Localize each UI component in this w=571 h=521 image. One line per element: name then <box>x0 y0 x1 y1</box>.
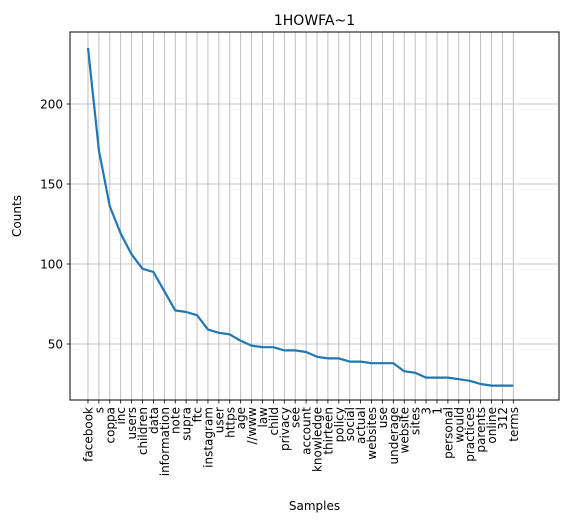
x-tick-label: users <box>125 407 139 439</box>
x-axis-ticks: facebookscoppaincuserschildrendatainform… <box>82 400 521 476</box>
y-tick-label: 150 <box>40 178 63 192</box>
x-tick-label: thirteen <box>321 407 335 455</box>
x-tick-label: websites <box>365 407 379 460</box>
x-tick-label: s <box>92 407 106 413</box>
x-tick-label: policy <box>332 407 346 442</box>
x-tick-label: social <box>343 407 357 441</box>
x-tick-label: facebook <box>82 407 96 462</box>
y-axis-label: Counts <box>10 195 24 237</box>
series-line <box>86 47 514 387</box>
x-tick-label: terms <box>507 407 521 442</box>
x-tick-label: privacy <box>278 407 292 451</box>
y-tick-label: 100 <box>40 258 63 272</box>
x-tick-label: personal <box>441 407 455 459</box>
x-tick-label: website <box>398 407 412 454</box>
chart-title: 1HOWFA~1 <box>274 13 355 29</box>
x-tick-label: knowledge <box>311 407 325 472</box>
x-tick-label: would <box>452 407 466 443</box>
x-tick-label: supra <box>180 407 194 441</box>
data-series <box>86 47 514 387</box>
y-gridlines <box>70 103 559 345</box>
x-tick-label: actual <box>354 407 368 444</box>
x-tick-label: //www <box>245 407 259 445</box>
y-tick-label: 200 <box>40 98 63 112</box>
x-tick-label: underage <box>387 407 401 465</box>
x-tick-label: 1 <box>430 407 444 415</box>
x-tick-label: data <box>147 407 161 434</box>
x-tick-label: child <box>267 407 281 436</box>
x-gridlines <box>87 32 514 400</box>
x-tick-label: https <box>223 407 237 438</box>
x-tick-label: inc <box>114 407 128 425</box>
x-tick-label: user <box>212 407 226 433</box>
x-tick-label: 3 <box>420 407 434 415</box>
plot-frame <box>69 31 560 401</box>
x-tick-label: law <box>256 407 270 428</box>
x-tick-label: ftc <box>191 407 205 422</box>
x-tick-label: sites <box>409 407 423 435</box>
x-tick-label: children <box>136 407 150 455</box>
x-tick-label: coppa <box>103 407 117 444</box>
x-tick-label: online <box>485 407 499 444</box>
x-tick-label: age <box>234 407 248 429</box>
x-tick-label: see <box>289 407 303 428</box>
x-tick-label: 312 <box>496 407 510 430</box>
x-tick-label: use <box>376 407 390 428</box>
x-tick-label: instagram <box>201 407 215 468</box>
y-axis-ticks: 50 100 150 200 <box>40 98 70 352</box>
x-tick-label: practices <box>463 407 477 462</box>
y-tick-label: 50 <box>48 338 63 352</box>
x-tick-label: account <box>300 407 314 455</box>
x-tick-label: parents <box>474 407 488 453</box>
x-axis-label: Samples <box>289 499 340 513</box>
x-tick-label: note <box>169 407 183 434</box>
x-tick-label: information <box>158 407 172 476</box>
